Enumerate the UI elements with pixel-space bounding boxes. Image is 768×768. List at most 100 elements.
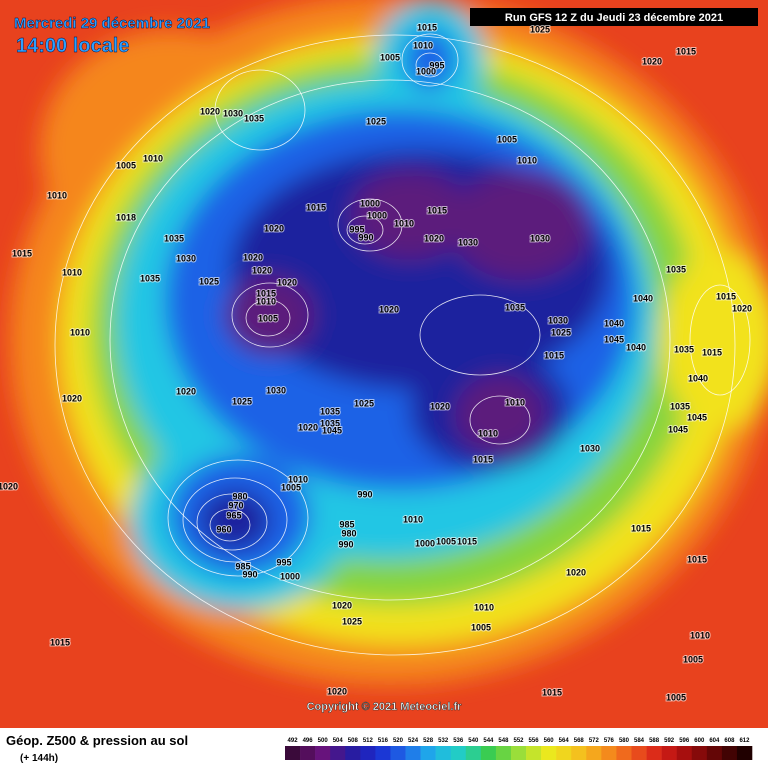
isobar-label: 1000 [280,571,300,581]
isobar-label: 990 [242,569,257,579]
isobar-label: 1025 [199,276,219,286]
isobar-label: 980 [341,528,356,538]
colorbar-tick-label: 524 [408,738,419,744]
colorbar-cell [345,746,361,760]
forecast-time: 14:00 locale [16,35,129,57]
colorbar-cell [571,746,587,760]
colorbar-tick-label: 556 [529,738,540,744]
isobar-label: 985 [339,519,354,529]
colorbar-cell [510,746,527,760]
isobar-label: 1020 [252,265,272,275]
isobar-label: 1020 [424,233,444,243]
lead-time: (+ 144h) [20,753,58,764]
isobar-label: 1025 [354,398,374,408]
colorbar: 492 496 500 504 508 512 516 520 524 528 532 536 540 5… [285,738,753,760]
colorbar-cell [435,746,452,760]
isobar-label: 970 [228,500,243,510]
isobar-label: 960 [216,524,231,534]
isobar-label: 1020 [62,393,82,403]
isobar-label: 995 [276,557,291,567]
isobar-label: 1020 [0,481,18,491]
colorbar-tick-label: 612 [739,738,750,744]
colorbar-cell [300,746,316,760]
isobar-label: 1015 [542,687,562,697]
colorbar-cell [736,746,753,760]
isobar-label: 1005 [380,52,400,62]
isobar-label: 1015 [12,248,32,258]
colorbar-tick-label: 552 [513,738,524,744]
isobar-label: 1000 [415,538,435,548]
isobar-label: 1025 [366,116,386,126]
isobar-label: 1020 [298,422,318,432]
isobar-label: 1015 [716,291,736,301]
run-box [470,8,758,26]
isobar-label: 1005 [258,313,278,323]
isobar-label: 1010 [288,474,308,484]
colorbar-tick-label: 536 [453,738,464,744]
isobar-label: 1025 [530,24,550,34]
isobar-label: 1015 [631,523,651,533]
colorbar-tick-label: 560 [544,738,555,744]
colorbar-cell [601,746,617,760]
isobar-label: 965 [226,510,241,520]
isobar-label: 1030 [458,237,478,247]
isobar-label: 1010 [70,327,90,337]
legend-title: Géop. Z500 & pression au sol [6,733,188,748]
isobar-label: 1005 [116,160,136,170]
isobar-label: 1018 [116,212,136,222]
colorbar-cell [721,746,738,760]
isobar-label: 990 [358,232,373,242]
colorbar-cell [480,746,497,760]
colorbar-tick-label: 572 [589,738,600,744]
isobar-label: 1000 [360,198,380,208]
colorbar-tick-label: 532 [438,738,449,744]
colorbar-cell [390,746,406,760]
isobar-label: 1005 [281,482,301,492]
colorbar-cell [495,746,512,760]
isobar-label: 1040 [688,373,708,383]
colorbar-tick-label: 500 [318,738,329,744]
colorbar-tick-label: 504 [333,738,344,744]
isobar-label: 1020 [176,386,196,396]
colorbar-tick-label: 516 [378,738,389,744]
colorbar-cell [661,746,677,760]
isobar-label: 1010 [505,397,525,407]
isobar-label: 1005 [436,536,456,546]
isobar-label: 1020 [327,686,347,696]
isobar-label: 995 [429,60,444,70]
isobar-label: 1020 [566,567,586,577]
colorbar-tick-label: 544 [483,738,494,744]
isobar-label: 1020 [430,401,450,411]
isobar-label: 1015 [702,347,722,357]
isobar-label: 1035 [666,264,686,274]
isobar-label: 1010 [517,155,537,165]
isobar-label: 1015 [306,202,326,212]
isobar-label: 1030 [266,385,286,395]
isobar-label: 995 [349,224,364,234]
isobar-label: 1020 [379,304,399,314]
isobar-label: 1010 [474,602,494,612]
copyright: Copyright © 2021 Meteociel.fr [307,701,463,713]
isobar-label: 1010 [403,514,423,524]
isobar-label: 1045 [604,334,624,344]
isobar-label: 1020 [732,303,752,313]
colorbar-tick-label: 520 [393,738,404,744]
isobar-label: 1010 [47,190,67,200]
isobar-label: 1035 [674,344,694,354]
isobar-label: 1015 [50,637,70,647]
colorbar-tick-label: 548 [498,738,509,744]
isobar-label: 1040 [633,293,653,303]
isobar-label: 1015 [417,22,437,32]
colorbar-tick-label: 540 [468,738,479,744]
colorbar-tick-label: 512 [363,738,374,744]
isobar-label: 1035 [140,273,160,283]
isobar-label: 1015 [687,554,707,564]
colorbar-cell [646,746,662,760]
isobar-label: 1035 [505,302,525,312]
colorbar-tick-label: 568 [574,738,585,744]
colorbar-cell [631,746,647,760]
colorbar-tick-label: 564 [559,738,570,744]
colorbar-cell [556,746,572,760]
